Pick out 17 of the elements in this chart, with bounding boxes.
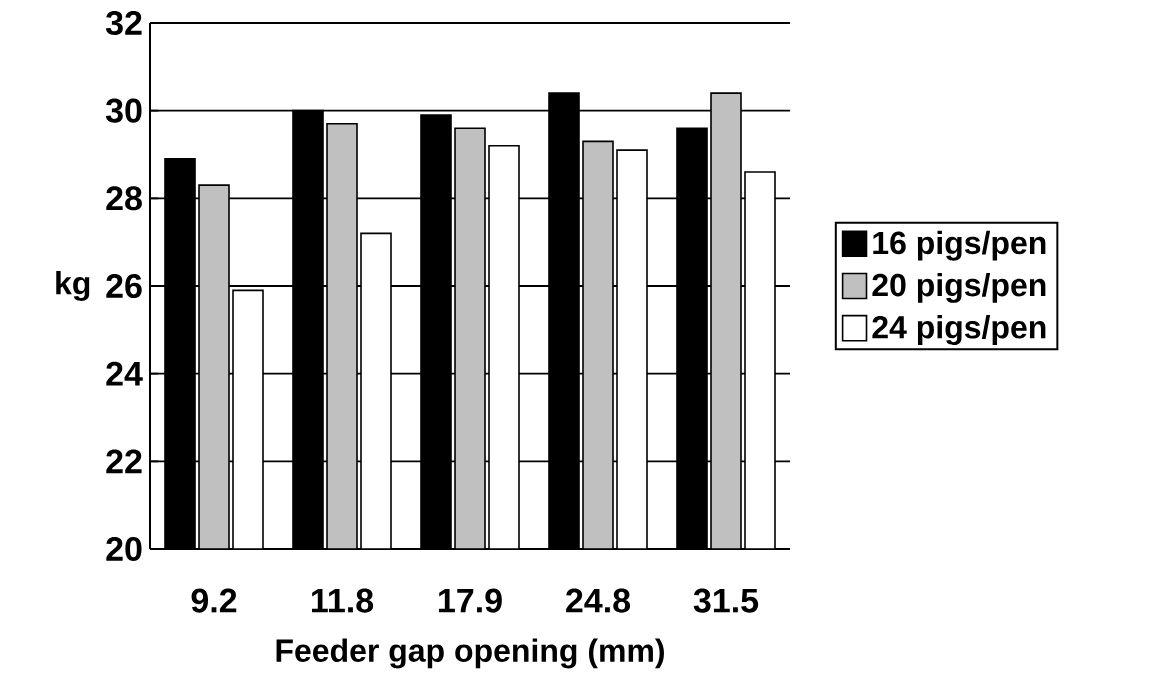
x-tick-label: 24.8 — [566, 588, 631, 613]
x-tick-label: 31.5 — [693, 588, 759, 613]
x-tick-label: 9.2 — [191, 588, 237, 613]
y-axis-title: kg — [56, 271, 90, 301]
y-tick-label: 26 — [106, 273, 142, 299]
x-tick-label: 11.8 — [311, 588, 374, 613]
legend-label: 24 pigs/pen — [872, 315, 1046, 346]
legend-label: 20 pigs/pen — [872, 272, 1046, 303]
y-tick-label: 20 — [106, 536, 142, 562]
y-tick-label: 28 — [106, 186, 142, 211]
y-tick-label: 30 — [105, 98, 142, 123]
y-tick-label: 24 — [106, 361, 143, 386]
x-axis-title: Feeder gap opening (mm) — [276, 638, 664, 669]
y-tick-label: 32 — [105, 10, 142, 36]
x-tick-label: 17.9 — [439, 588, 502, 613]
y-tick-label: 22 — [106, 449, 142, 474]
legend-label: 16 pigs/pen — [873, 230, 1046, 261]
